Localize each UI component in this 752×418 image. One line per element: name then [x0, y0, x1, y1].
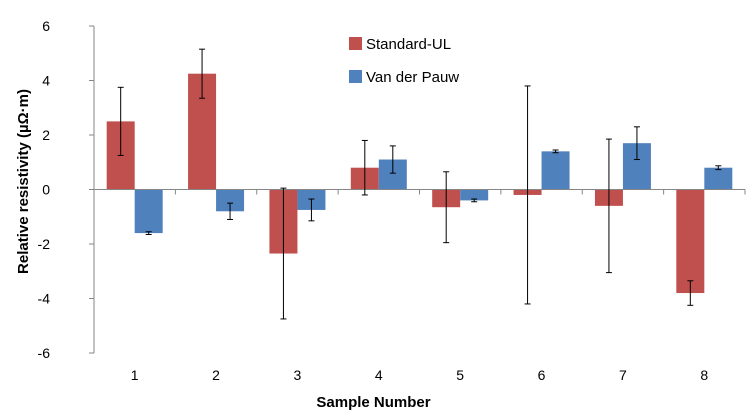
bar	[676, 189, 705, 294]
x-axis-title: Sample Number	[316, 394, 430, 411]
bar	[704, 167, 733, 190]
x-tick-label: 2	[212, 367, 220, 383]
y-tick-label: -2	[38, 236, 51, 252]
x-tick-labels: 1 2 3 4 5 6 7 8	[131, 367, 709, 383]
legend-swatch-van-der-pauw	[349, 70, 362, 83]
error-bars	[117, 48, 722, 320]
x-tick-label: 5	[456, 367, 464, 383]
y-tick-label: 4	[42, 73, 50, 89]
x-tick-label: 3	[294, 367, 302, 383]
x-tick-label: 1	[131, 367, 139, 383]
y-ticks	[89, 25, 94, 354]
legend-label-standard-ul: Standard-UL	[366, 36, 451, 53]
y-tick-label: 0	[42, 182, 50, 198]
bar	[134, 189, 163, 234]
bar	[541, 151, 570, 190]
bar	[460, 189, 489, 201]
x-tick-label: 8	[700, 367, 708, 383]
y-tick-labels: 6 4 2 0 -2 -4 -6	[38, 18, 51, 361]
x-tick-label: 6	[538, 367, 546, 383]
y-tick-label: 6	[42, 18, 50, 34]
y-tick-label: -4	[38, 291, 51, 307]
legend-label-van-der-pauw: Van der Pauw	[366, 69, 459, 86]
legend-swatch-standard-ul	[349, 37, 362, 50]
x-tick-label: 7	[619, 367, 627, 383]
y-tick-label: 2	[42, 127, 50, 143]
y-tick-label: -6	[38, 345, 51, 361]
bars	[106, 73, 733, 294]
legend: Standard-UL Van der Pauw	[349, 36, 459, 86]
y-axis-title: Relative resistivity (µΩ·m)	[15, 89, 32, 274]
x-tick-label: 4	[375, 367, 383, 383]
bar	[216, 189, 245, 212]
x-ticks	[93, 189, 746, 195]
